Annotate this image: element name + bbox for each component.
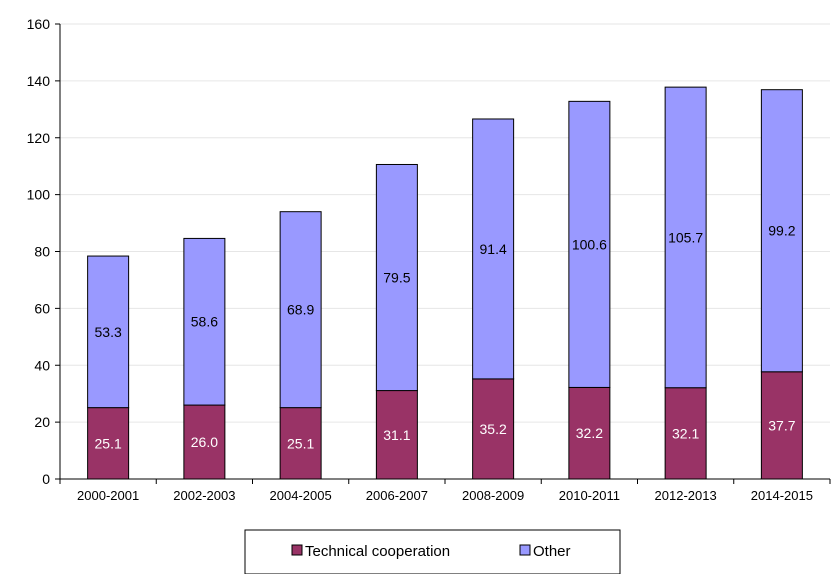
bar-technical-cooperation — [568, 386, 611, 480]
bar-other — [279, 211, 322, 409]
y-tick-label: 0 — [42, 471, 50, 487]
data-label: 31.1 — [383, 427, 410, 443]
data-label: 25.1 — [287, 435, 314, 451]
bar-other — [87, 255, 130, 409]
bar-other — [664, 86, 707, 389]
data-label: 99.2 — [768, 223, 795, 239]
data-label: 79.5 — [383, 270, 410, 286]
x-tick-label: 2004-2005 — [270, 488, 332, 503]
y-axis: 0 20 40 60 80 100 120 140 160 — [27, 16, 61, 487]
y-tick-label: 20 — [34, 414, 50, 430]
data-label: 25.1 — [95, 435, 122, 451]
data-label: 37.7 — [768, 417, 795, 433]
y-tick-label: 100 — [27, 187, 51, 203]
legend-box — [244, 529, 621, 574]
x-tick-label: 2002-2003 — [173, 488, 235, 503]
bars: 25.1 53.3 26.0 58.6 25.1 68.9 31.1 79.5 35.2 91.4… — [87, 86, 803, 480]
legend-swatch — [519, 544, 531, 556]
bar-other — [760, 89, 803, 373]
x-tick-label: 2012-2013 — [655, 488, 717, 503]
y-tick-label: 160 — [27, 16, 51, 32]
bar-other — [568, 100, 611, 388]
bar-technical-cooperation — [472, 378, 515, 480]
data-label: 91.4 — [480, 241, 507, 257]
x-tick-label: 2014-2015 — [751, 488, 813, 503]
legend-swatch — [291, 544, 303, 556]
data-label: 32.1 — [672, 425, 699, 441]
bar-technical-cooperation — [664, 387, 707, 480]
data-label: 26.0 — [191, 434, 218, 450]
legend: Technical cooperation Other — [244, 529, 621, 574]
legend-label: Technical cooperation — [305, 543, 450, 560]
y-tick-label: 80 — [34, 244, 50, 260]
data-label: 53.3 — [95, 324, 122, 340]
bar-other — [375, 163, 418, 392]
y-tick-label: 60 — [34, 300, 50, 316]
x-tick-label: 2006-2007 — [366, 488, 428, 503]
bar-other — [183, 237, 226, 406]
data-label: 100.6 — [572, 236, 607, 252]
x-tick-label: 2000-2001 — [77, 488, 139, 503]
data-label: 68.9 — [287, 302, 314, 318]
x-tick-label: 2010-2011 — [559, 488, 620, 503]
y-tick-label: 40 — [34, 357, 50, 373]
legend-label: Other — [533, 543, 571, 560]
bar-technical-cooperation — [279, 407, 322, 480]
bar-technical-cooperation — [375, 390, 418, 480]
data-label: 35.2 — [480, 421, 507, 437]
data-label: 32.2 — [576, 425, 603, 441]
data-label: 58.6 — [191, 314, 218, 330]
data-label: 105.7 — [668, 229, 703, 245]
bar-other — [472, 118, 515, 380]
y-tick-label: 120 — [27, 130, 51, 146]
bar-technical-cooperation — [760, 371, 803, 480]
x-tick-label: 2008-2009 — [462, 488, 524, 503]
x-axis: 2000-2001 2002-2003 2004-2005 2006-2007 2008… — [55, 478, 831, 503]
y-tick-label: 140 — [27, 73, 51, 89]
gridlines — [60, 23, 830, 423]
